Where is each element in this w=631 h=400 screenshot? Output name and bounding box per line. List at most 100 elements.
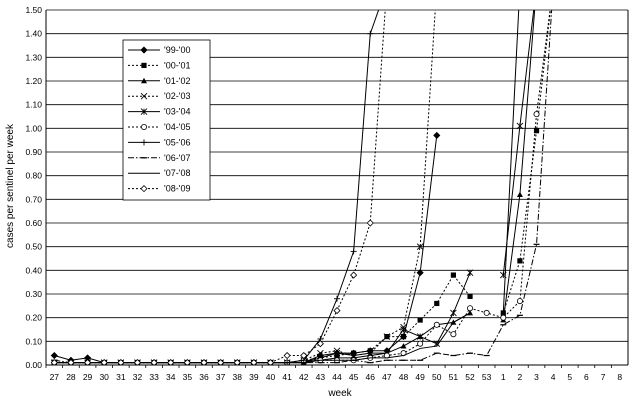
data-point: [141, 139, 147, 146]
y-tick-label: 0.00: [25, 360, 42, 370]
data-point: [167, 359, 175, 365]
x-tick-label: 34: [166, 372, 176, 382]
series-line: [54, 135, 438, 364]
data-point: [100, 359, 108, 365]
x-tick-label: 52: [465, 372, 475, 382]
y-tick-label: 0.20: [25, 313, 42, 323]
data-point: [483, 309, 490, 316]
x-tick-label: 5: [567, 372, 572, 382]
y-tick-label: 0.70: [25, 194, 42, 204]
legend-item: '00-'01: [128, 60, 190, 70]
legend-label: '08-'09: [164, 184, 190, 194]
x-tick-label: 30: [99, 372, 109, 382]
x-tick-label: 48: [399, 372, 409, 382]
legend-item: '03-'04: [128, 107, 190, 117]
data-point: [450, 272, 456, 278]
series-line: [502, 10, 535, 276]
x-tick-label: 44: [332, 372, 342, 382]
data-point: [350, 271, 358, 279]
data-point: [233, 359, 241, 365]
data-point: [383, 333, 391, 340]
x-tick-label: 39: [249, 372, 259, 382]
data-point: [140, 185, 148, 193]
legend-item: '07-'08: [128, 168, 190, 178]
x-axis-label: week: [327, 388, 352, 399]
data-point: [434, 300, 440, 307]
x-tick-label: 47: [382, 372, 392, 382]
y-tick-label: 1.30: [25, 52, 42, 62]
data-point: [250, 359, 258, 365]
legend-label: '03-'04: [164, 107, 190, 117]
x-tick-label: 2: [518, 372, 523, 382]
x-tick-label: 1: [501, 372, 506, 382]
data-point: [117, 359, 125, 365]
data-point: [400, 334, 407, 340]
x-tick-label: 31: [116, 372, 126, 382]
y-tick-labels: 0.00 0.10 0.20 0.30 0.40 0.50 0.60 0.70 0.80 0.90…: [25, 5, 42, 370]
series-10: [50, 10, 386, 365]
y-tick-label: 1.50: [25, 5, 42, 15]
data-point: [500, 314, 507, 321]
data-point: [140, 46, 148, 54]
data-point: [140, 124, 147, 131]
x-tick-labels: 27 28 29 30 31 32 33 34 35 36 37 38 39 40 41 42 43 44 45 46…: [45, 365, 622, 382]
x-tick-label: 40: [266, 372, 276, 382]
data-point: [350, 248, 357, 255]
data-point: [433, 321, 440, 328]
data-point: [300, 351, 308, 360]
data-point: [316, 340, 324, 348]
data-point: [433, 131, 441, 139]
y-tick-label: 1.20: [25, 76, 42, 86]
x-tick-label: 50: [432, 372, 442, 382]
data-point: [416, 333, 424, 340]
legend-label: '06-'07: [164, 153, 190, 163]
data-point: [367, 30, 374, 37]
x-tick-label: 8: [617, 372, 622, 382]
data-point: [150, 359, 158, 365]
x-tick-label: 3: [534, 372, 539, 382]
x-tick-label: 35: [183, 372, 193, 382]
x-tick-label: 4: [551, 372, 556, 382]
legend: '99-'00 '00-'01 '01-'02 '02-'03 '03-'04 '04-'…: [122, 39, 211, 201]
series-1: [50, 131, 441, 365]
series-line: [502, 10, 520, 313]
data-point: [467, 305, 474, 312]
legend-label: '99-'00: [164, 45, 190, 55]
series-4: [50, 10, 436, 365]
y-tick-label: 1.00: [25, 123, 42, 133]
x-tick-label: 32: [133, 372, 143, 382]
data-point: [517, 258, 523, 264]
data-point: [141, 77, 147, 84]
x-tick-label: 45: [349, 372, 359, 382]
x-tick-label: 41: [282, 372, 292, 382]
x-tick-label: 51: [449, 372, 459, 382]
x-tick-label: 6: [584, 372, 589, 382]
data-point: [266, 359, 275, 365]
legend-item: '04-'05: [128, 122, 190, 132]
legend-label: '07-'08: [164, 168, 190, 178]
data-point: [140, 92, 148, 100]
legend-label: '00-'01: [164, 60, 190, 70]
series-line: [54, 10, 436, 364]
axes: [45, 10, 629, 366]
legend-item: '08-'09: [128, 184, 190, 194]
legend-label: '04-'05: [164, 122, 190, 132]
data-point: [500, 310, 506, 316]
data-point: [450, 309, 457, 317]
data-point: [516, 122, 524, 130]
data-point: [67, 359, 75, 365]
x-tick-label: 27: [50, 372, 60, 382]
series-line: [54, 10, 386, 364]
y-axis-label: cases per sentinel per week: [5, 123, 16, 248]
data-point: [417, 340, 424, 347]
data-point: [84, 359, 92, 365]
data-point: [366, 219, 374, 227]
x-tick-label: 29: [83, 372, 93, 382]
data-point: [50, 359, 58, 365]
y-tick-label: 0.30: [25, 289, 42, 299]
data-point: [141, 62, 147, 68]
data-point: [334, 295, 340, 302]
data-point: [533, 111, 540, 118]
y-tick-label: 0.90: [25, 147, 42, 157]
